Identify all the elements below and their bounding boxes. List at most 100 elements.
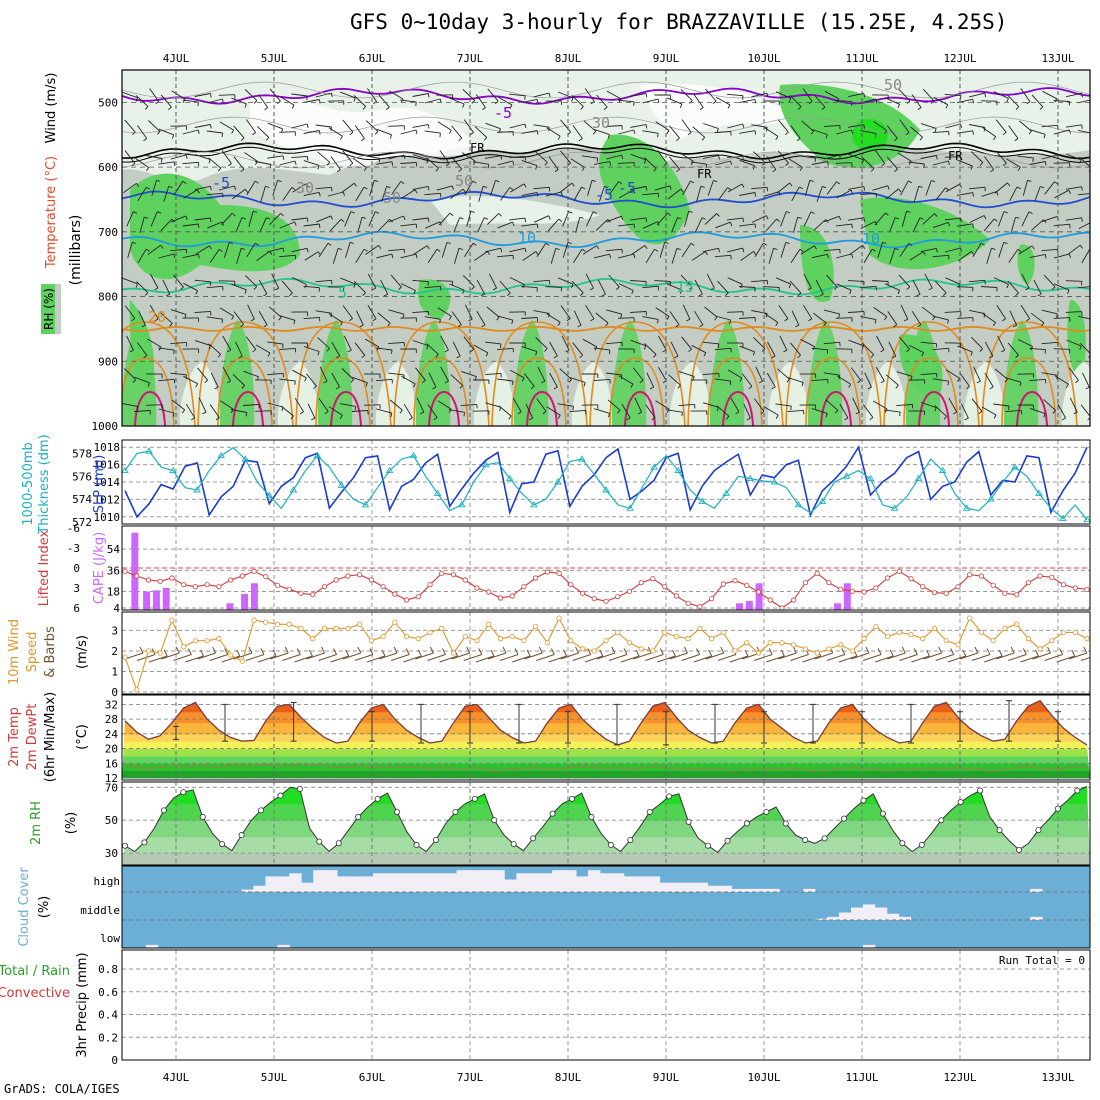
wind-barb-flag	[972, 223, 974, 228]
cloud-cover-bar	[874, 907, 888, 920]
wind-barb-flag	[607, 413, 611, 418]
lifted-index-point	[368, 577, 374, 583]
wind-barb	[1021, 211, 1030, 227]
wind-barb	[279, 131, 296, 133]
thickness-point	[409, 451, 418, 459]
wind-barb	[948, 397, 958, 413]
wind-speed-point	[943, 638, 949, 644]
wind-barb	[485, 341, 501, 345]
wind-barb-10m	[439, 655, 458, 663]
wind-speed-point	[603, 638, 609, 644]
rh-legend-label: RH (%)	[42, 288, 56, 330]
wind-barb-10m-flag	[926, 649, 930, 657]
wind-barb	[944, 123, 961, 129]
wind-barb	[412, 93, 429, 97]
rh-point	[705, 842, 712, 849]
rh-point	[258, 807, 265, 814]
wind-barb-flag	[789, 182, 793, 187]
lifted-index-point	[955, 584, 961, 590]
wind-barb-flag	[427, 93, 430, 98]
wind-barb	[1022, 180, 1028, 196]
wind-barb-flag	[390, 412, 393, 418]
wind-barb	[702, 155, 719, 159]
hot-contour	[918, 390, 950, 426]
wind-barb-flag	[294, 221, 297, 226]
wind-barb-flag	[867, 386, 872, 390]
wind-barb	[1010, 217, 1016, 233]
wind-barb-10m	[645, 654, 664, 661]
wind-barb-flag	[145, 248, 150, 252]
wind-barb-10m-flag	[841, 648, 846, 655]
wind-barb-flag	[483, 137, 488, 141]
wind-barb-flag	[144, 292, 149, 296]
wind-barb	[315, 92, 332, 98]
wind-barb-flag	[196, 189, 200, 194]
wind-barb-flag	[1017, 166, 1021, 171]
wind-barb	[533, 92, 550, 98]
wind-barb-flag	[1025, 287, 1030, 291]
wind-barb	[608, 274, 620, 288]
cloud-cover-bar	[480, 870, 493, 892]
wind-barb-flag	[436, 248, 441, 252]
wind-barb-flag	[874, 133, 877, 138]
wind-barb-10m-flag	[998, 649, 1003, 657]
wind-barb	[996, 305, 1006, 319]
wind-barb-10m	[294, 655, 313, 663]
wind-barb-flag	[378, 245, 382, 249]
rh-point	[296, 785, 303, 792]
wind-barb-flag	[173, 253, 176, 259]
precip-panel: Run Total = 0	[122, 950, 1090, 1060]
wind-barb-10m-flag	[1096, 649, 1099, 655]
wind-barb	[847, 311, 865, 313]
wind-barb-flag	[318, 223, 321, 229]
wind-barb	[836, 189, 852, 199]
wind-barb	[1078, 129, 1090, 134]
wind-barb-flag	[1002, 131, 1007, 136]
wind-barb	[791, 186, 800, 202]
slp-tick-label: 1012	[94, 493, 121, 506]
wind-barb	[998, 242, 1005, 258]
wind-barb	[606, 154, 622, 160]
dewpoint-line	[124, 763, 1088, 772]
wind-barb-10m-flag	[272, 649, 277, 657]
wind-barb	[236, 248, 242, 264]
wind-barb-10m-flag	[659, 648, 664, 655]
rh-point	[802, 836, 809, 843]
wind-barb	[707, 180, 714, 196]
wind-barb-flag	[566, 318, 571, 322]
wind-barb	[247, 304, 255, 320]
wind-barb-flag	[294, 380, 296, 385]
lifted-index-point	[650, 576, 656, 582]
wind-barb-flag	[363, 248, 368, 252]
wind-barb-flag	[844, 417, 849, 421]
wind-barb-flag	[492, 287, 497, 291]
wind-barb-flag	[1043, 219, 1047, 223]
wind-barb	[690, 161, 707, 165]
wind-barb	[956, 286, 973, 288]
wind-speed-point	[673, 633, 679, 640]
wind-barb-flag	[456, 355, 461, 359]
wind-speed-point	[779, 640, 785, 646]
wind-barb	[765, 218, 777, 232]
wind-barb	[911, 94, 922, 108]
wind-barb	[272, 180, 279, 196]
wind-barb	[546, 313, 561, 323]
wind-barb	[356, 310, 364, 326]
wind-barb-10m	[766, 655, 785, 663]
slp-tick-label: 1014	[94, 476, 121, 489]
wind-barb-10m-flag	[1083, 646, 1088, 654]
wind-barb	[412, 185, 429, 191]
wind-barb	[209, 404, 220, 418]
wind-barb-flag	[1003, 211, 1008, 214]
wind-barb-flag	[679, 289, 683, 294]
wind-barb	[944, 217, 961, 221]
cape-bar	[250, 583, 258, 610]
wind-speed-point	[838, 642, 844, 648]
rh-point	[977, 787, 984, 794]
wind-barb-flag	[1079, 244, 1083, 249]
wind-barb-flag	[385, 106, 390, 111]
wind-barb	[1053, 253, 1070, 259]
wind-barb	[1031, 219, 1044, 231]
wind-barb-flag	[727, 104, 731, 109]
wind-barb	[1053, 129, 1070, 135]
